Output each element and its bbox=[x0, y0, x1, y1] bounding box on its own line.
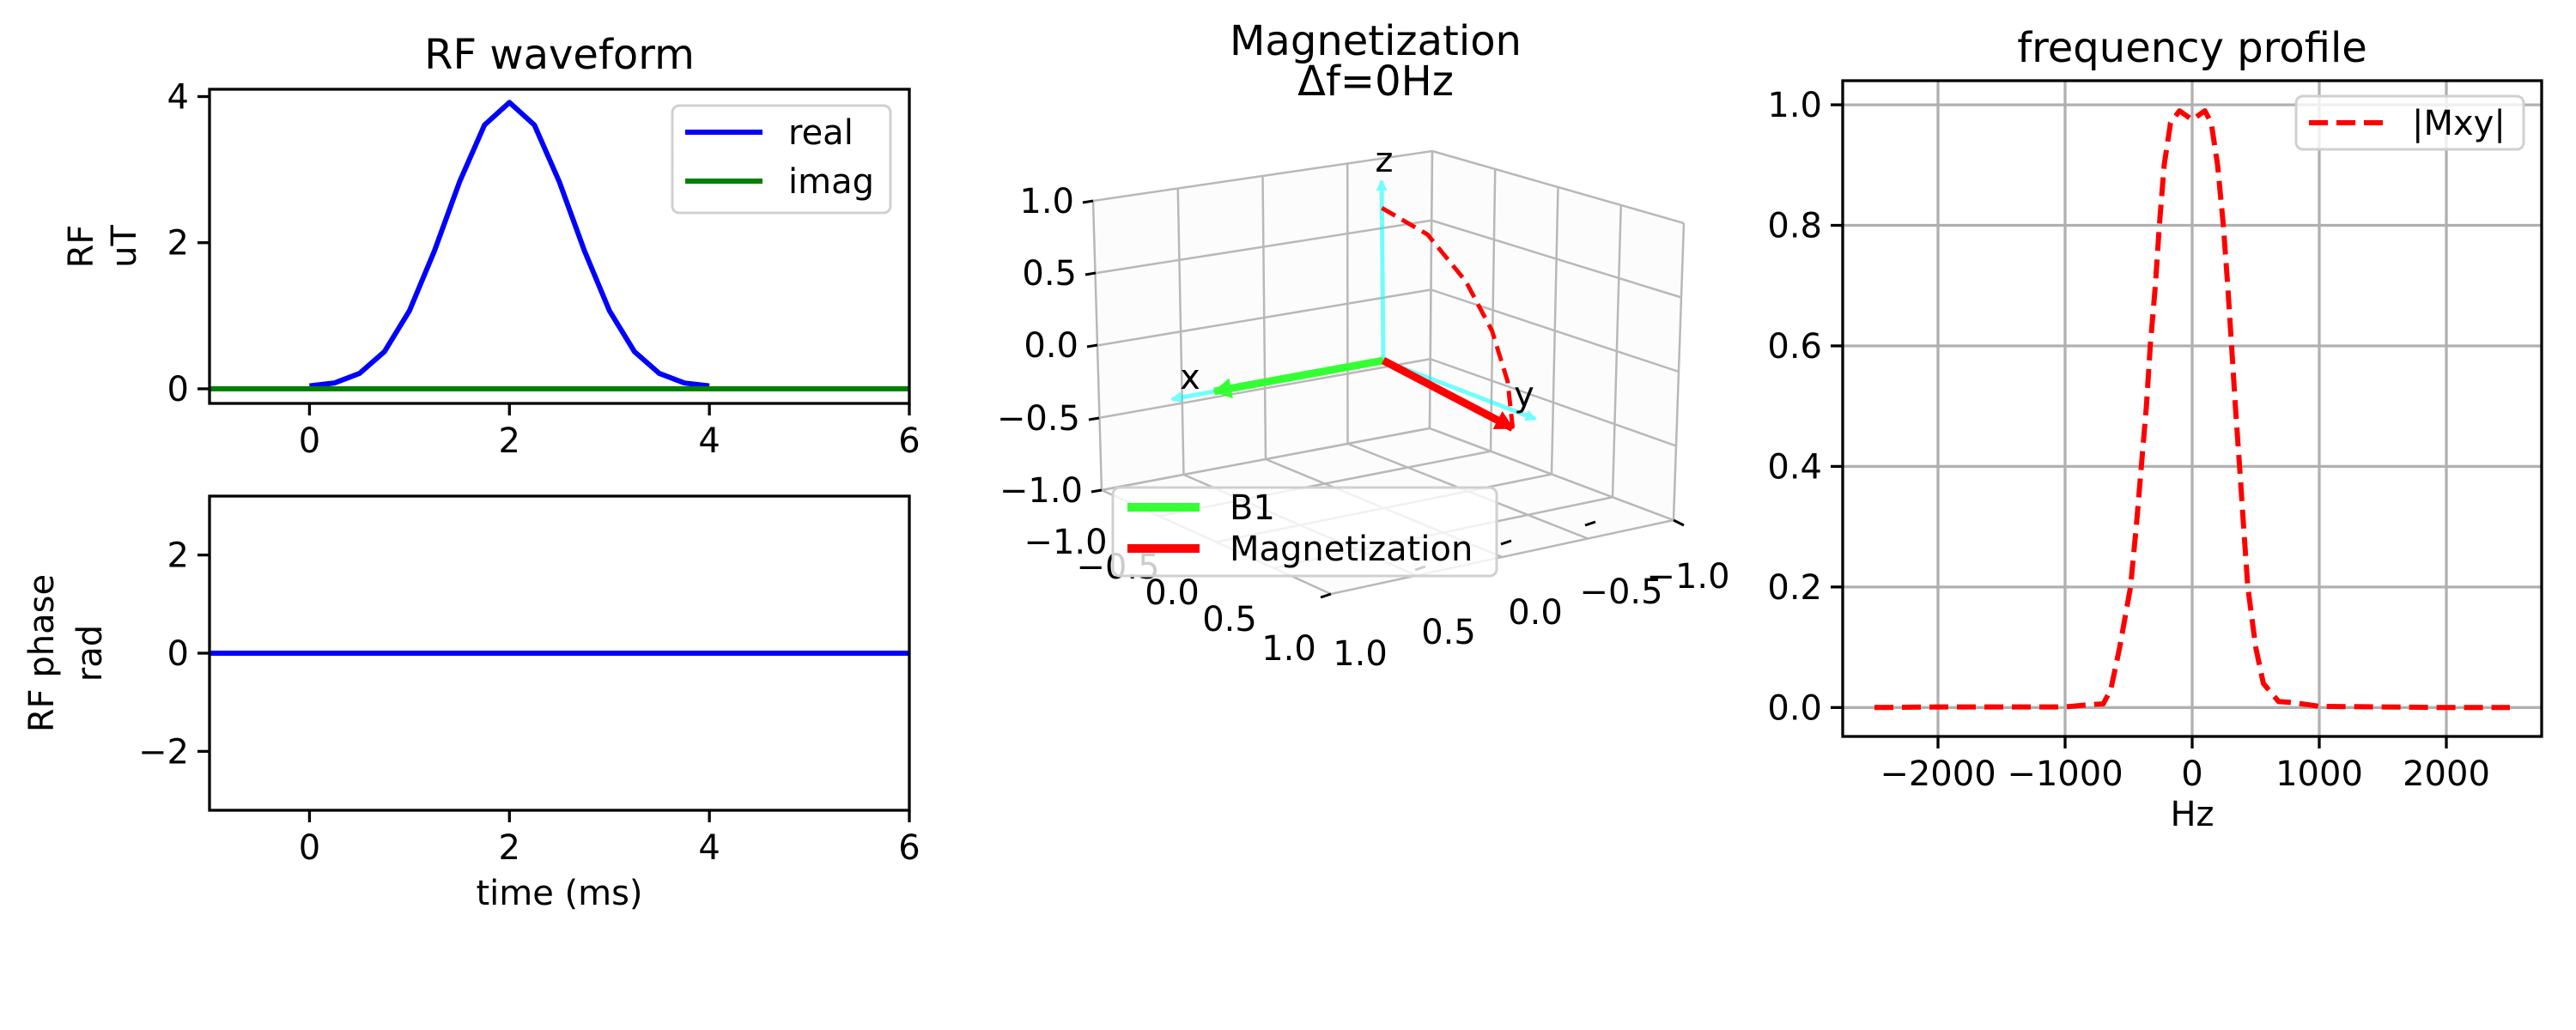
axis-tick-mark bbox=[1320, 592, 1332, 599]
magnetization-vector-head bbox=[1492, 411, 1515, 430]
chart-title: frequency profile bbox=[2017, 24, 2367, 72]
x-tick-label: −2000 bbox=[1880, 754, 1996, 794]
chart-subtitle: Δf=0Hz bbox=[1297, 58, 1454, 106]
y-tick-label: 4 bbox=[167, 78, 189, 118]
z-tick-label: 1.0 bbox=[1019, 182, 1074, 221]
magnetization-vector-shaft bbox=[1381, 357, 1515, 432]
z-axis-arrow bbox=[1376, 179, 1388, 361]
y-axis-label: rad bbox=[70, 625, 110, 682]
pane-grid-line bbox=[1611, 204, 1622, 498]
x-tick-label: 2 bbox=[499, 421, 520, 461]
x-tick-label: 4 bbox=[698, 828, 720, 868]
z-tick-mark bbox=[1082, 199, 1094, 204]
pane-grid-line bbox=[1429, 427, 1674, 522]
z-tick-label: 0.0 bbox=[1024, 326, 1078, 366]
z-tick-label: −1.0 bbox=[999, 471, 1083, 511]
b1-vector-shaft bbox=[1213, 356, 1384, 396]
z-tick-mark bbox=[1084, 271, 1097, 276]
z-tick-mark bbox=[1086, 343, 1098, 348]
legend-label: imag bbox=[788, 162, 874, 202]
y-tick-label: 0.2 bbox=[1767, 568, 1822, 608]
x-tick-label: 0 bbox=[2181, 754, 2202, 794]
x-tick-label: 1000 bbox=[2275, 754, 2363, 794]
series-line-mxy bbox=[1874, 108, 2510, 711]
z-axis-arrow-head bbox=[1376, 179, 1388, 191]
legend-label: real bbox=[788, 113, 854, 153]
x-tick-label: 2000 bbox=[2403, 754, 2490, 794]
y-tick-label: 0.6 bbox=[1767, 327, 1822, 367]
y-tick-label: 0 bbox=[167, 370, 189, 409]
b1-vector-head bbox=[1212, 378, 1233, 399]
y-axis-label: RF bbox=[62, 225, 101, 269]
x-tick-label: −1.0 bbox=[1024, 523, 1107, 562]
x-axis-label: Hz bbox=[2170, 795, 2214, 834]
z-tick-label: −0.5 bbox=[997, 399, 1080, 439]
x-tick-label: 0.0 bbox=[1145, 573, 1200, 613]
pane-grid-line bbox=[1430, 358, 1677, 447]
z-tick-mark bbox=[1091, 488, 1103, 494]
x-tick-label: 6 bbox=[898, 828, 920, 868]
y-tick-label: 0.5 bbox=[1421, 613, 1476, 652]
chart-title: RF waveform bbox=[424, 31, 695, 79]
x-tick-label: 0 bbox=[299, 421, 320, 461]
magnetization-trajectory bbox=[1381, 206, 1516, 428]
legend-label: |Mxy| bbox=[2412, 104, 2506, 143]
chart-title: Magnetization bbox=[1230, 17, 1522, 65]
axes-frame bbox=[208, 88, 911, 405]
rf-phase-panel: 0 2 4 6 −2 0 2 time (ms) RF phase rad bbox=[22, 494, 920, 913]
pane-grid-line bbox=[1330, 518, 1674, 596]
y-axis-label: RF phase bbox=[22, 574, 62, 732]
y-axis-arrow-head bbox=[1524, 409, 1537, 421]
x-tick-label: 4 bbox=[698, 421, 720, 461]
legend-box bbox=[1111, 486, 1498, 578]
x-axis-name: x bbox=[1180, 358, 1200, 397]
y-tick-label: 1.0 bbox=[1333, 634, 1388, 674]
x-tick-label: 6 bbox=[898, 421, 920, 461]
x-tick-label: 2 bbox=[499, 828, 520, 868]
y-tick-label: 2 bbox=[167, 536, 189, 576]
y-tick-label: 0.0 bbox=[1508, 593, 1563, 633]
legend-box bbox=[2294, 94, 2525, 151]
z-tick-mark bbox=[1088, 416, 1100, 421]
x-tick-label: 0 bbox=[299, 828, 320, 868]
magnetization-3d-panel: 1.00.50.0−0.5−1.0−1.0−0.50.00.51.01.00.5… bbox=[997, 17, 1730, 674]
y-tick-label: −1.0 bbox=[1646, 557, 1729, 597]
x-tick-label: 0.5 bbox=[1202, 600, 1257, 639]
legend-label: Magnetization bbox=[1230, 530, 1473, 569]
axis-tick-mark bbox=[1673, 518, 1685, 527]
x-axis-arrow-head bbox=[1170, 391, 1183, 403]
rf-waveform-panel: 0 2 4 6 0 2 4 RF waveform RF uT real imag bbox=[62, 31, 920, 461]
pane-grid-line bbox=[1099, 358, 1431, 419]
y-tick-label: 2 bbox=[167, 224, 189, 264]
series-line-real bbox=[309, 100, 710, 389]
b1-vector bbox=[1212, 356, 1384, 399]
axis-tick-mark bbox=[1584, 520, 1596, 527]
pane-grid-line bbox=[1672, 222, 1686, 521]
x-tick-label: 1.0 bbox=[1261, 629, 1316, 669]
x-axis-label: time (ms) bbox=[476, 874, 642, 913]
z-axis-name: z bbox=[1376, 141, 1394, 180]
y-tick-label: 0.4 bbox=[1767, 447, 1822, 487]
z-axis-arrow-shaft bbox=[1379, 180, 1386, 361]
y-axis-name: y bbox=[1514, 375, 1534, 415]
y-tick-label: 0.0 bbox=[1767, 688, 1822, 728]
pane-grid-line bbox=[1431, 288, 1680, 373]
magnetization-vector bbox=[1381, 357, 1515, 432]
legend: |Mxy| bbox=[2294, 94, 2525, 151]
y-axis-label: uT bbox=[105, 225, 144, 268]
frequency-profile-panel: −2000 −1000 0 1000 2000 0.0 0.2 0.4 0.6 0.8 1.0 fre… bbox=[1767, 24, 2543, 834]
y-tick-label: −0.5 bbox=[1579, 573, 1662, 612]
legend: real imag bbox=[671, 104, 892, 215]
pane-grid-line bbox=[1097, 288, 1431, 347]
z-tick-label: 0.5 bbox=[1022, 254, 1077, 294]
y-tick-label: −2 bbox=[138, 732, 189, 772]
y-tick-label: 0.8 bbox=[1767, 207, 1822, 246]
axis-tick-mark bbox=[1500, 539, 1512, 546]
x-tick-label: −1000 bbox=[2007, 754, 2123, 794]
legend-label: B1 bbox=[1230, 488, 1275, 528]
y-tick-label: 1.0 bbox=[1767, 86, 1822, 125]
y-tick-label: 0 bbox=[167, 634, 189, 674]
